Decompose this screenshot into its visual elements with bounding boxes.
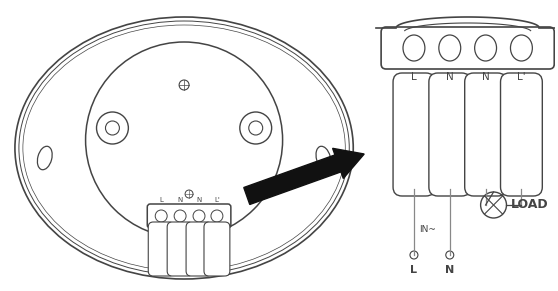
FancyBboxPatch shape <box>186 222 212 276</box>
Ellipse shape <box>511 35 532 61</box>
Text: N: N <box>177 197 182 203</box>
Text: L: L <box>411 265 417 275</box>
FancyBboxPatch shape <box>148 222 174 276</box>
Ellipse shape <box>439 35 461 61</box>
Ellipse shape <box>475 35 497 61</box>
Text: N: N <box>445 265 454 275</box>
FancyBboxPatch shape <box>167 222 193 276</box>
Text: N: N <box>446 72 454 82</box>
Text: L': L' <box>517 72 526 82</box>
FancyBboxPatch shape <box>393 73 435 196</box>
FancyBboxPatch shape <box>381 27 554 69</box>
Text: IN~: IN~ <box>419 224 436 233</box>
Text: N: N <box>196 197 201 203</box>
Text: LOAD: LOAD <box>511 198 548 212</box>
FancyBboxPatch shape <box>429 73 470 196</box>
Text: L: L <box>411 72 417 82</box>
FancyBboxPatch shape <box>465 73 507 196</box>
Text: L: L <box>159 197 163 203</box>
FancyArrow shape <box>244 148 364 205</box>
FancyBboxPatch shape <box>501 73 542 196</box>
FancyBboxPatch shape <box>204 222 230 276</box>
Ellipse shape <box>403 35 425 61</box>
Text: L': L' <box>214 197 220 203</box>
Text: N: N <box>482 72 489 82</box>
